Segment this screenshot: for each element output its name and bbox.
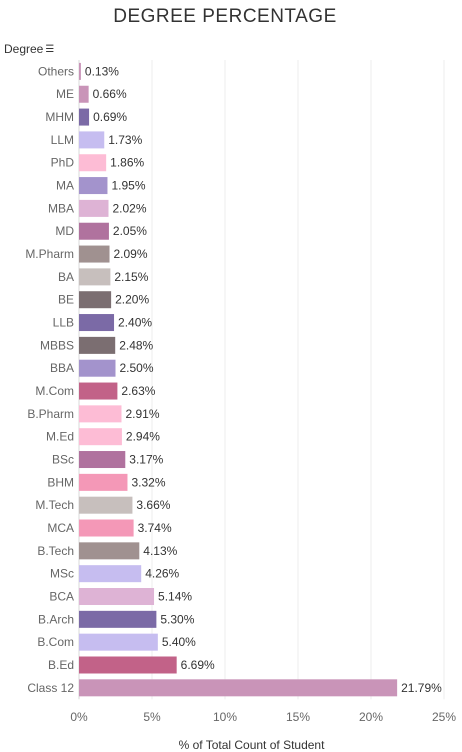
value-label: 5.14% (158, 590, 192, 604)
chart-title: DEGREE PERCENTAGE (113, 6, 337, 27)
value-label: 1.95% (111, 179, 145, 193)
value-label: 1.86% (110, 156, 144, 170)
category-label: BA (58, 270, 74, 284)
category-label: MSc (50, 567, 74, 581)
bar[interactable] (79, 62, 81, 80)
x-tick-label: 20% (359, 710, 383, 724)
category-label: MHM (45, 110, 74, 124)
bar[interactable] (79, 336, 116, 354)
bar[interactable] (79, 633, 158, 651)
category-label: B.Arch (38, 612, 74, 626)
bar[interactable] (79, 496, 133, 514)
value-label: 2.91% (125, 407, 159, 421)
value-label: 2.50% (120, 361, 154, 375)
category-label: BSc (52, 453, 74, 467)
sort-descending-icon[interactable]: ☰ (45, 44, 55, 55)
x-tick-label: 15% (286, 710, 310, 724)
value-label: 2.09% (114, 247, 148, 261)
bars (79, 62, 398, 697)
value-label: 3.32% (131, 475, 165, 489)
bar[interactable] (79, 268, 111, 286)
bar[interactable] (79, 85, 89, 103)
value-label: 2.63% (121, 384, 155, 398)
category-label: BE (58, 293, 74, 307)
x-tick-label: 5% (143, 710, 161, 724)
bar[interactable] (79, 405, 122, 423)
bar[interactable] (79, 382, 118, 400)
y-axis-header-label: Degree (4, 42, 44, 56)
category-label: MBA (48, 201, 74, 215)
bar[interactable] (79, 610, 157, 628)
value-label: 3.17% (129, 453, 163, 467)
bar[interactable] (79, 473, 128, 491)
category-label: MBBS (40, 338, 74, 352)
value-label: 1.73% (108, 133, 142, 147)
category-label: B.Ed (48, 658, 74, 672)
value-label: 2.05% (113, 224, 147, 238)
value-label: 5.40% (162, 635, 196, 649)
x-tick-label: 0% (70, 710, 88, 724)
bar[interactable] (79, 291, 112, 309)
value-label: 0.66% (93, 87, 127, 101)
bar[interactable] (79, 245, 110, 263)
category-label: Others (38, 64, 74, 78)
category-label: MA (56, 179, 74, 193)
bar[interactable] (79, 542, 140, 560)
category-label: M.Ed (46, 430, 74, 444)
labels: 0% 5% 10% 15% 20% 25% Others 0.13% ME 0.66% MHM 0.6… (25, 64, 456, 724)
category-label: MCA (47, 521, 74, 535)
category-label: B.Tech (37, 544, 74, 558)
category-label: BCA (49, 590, 74, 604)
bar[interactable] (79, 588, 155, 606)
bar[interactable] (79, 519, 134, 537)
category-label: LLM (51, 133, 74, 147)
bar[interactable] (79, 451, 126, 469)
bar[interactable] (79, 131, 105, 149)
category-label: M.Com (35, 384, 74, 398)
category-label: Class 12 (27, 681, 74, 695)
bar[interactable] (79, 428, 122, 446)
value-label: 6.69% (181, 658, 215, 672)
category-label: ME (56, 87, 74, 101)
value-label: 2.94% (126, 430, 160, 444)
category-label: PhD (51, 156, 75, 170)
value-label: 2.40% (118, 316, 152, 330)
bar[interactable] (79, 359, 116, 377)
value-label: 21.79% (401, 681, 442, 695)
category-label: M.Tech (35, 498, 74, 512)
value-label: 2.48% (119, 338, 153, 352)
bar[interactable] (79, 314, 115, 332)
bar[interactable] (79, 656, 177, 674)
category-label: LLB (53, 316, 74, 330)
value-label: 4.13% (143, 544, 177, 558)
bar[interactable] (79, 177, 108, 195)
bar[interactable] (79, 679, 398, 697)
x-tick-label: 10% (213, 710, 237, 724)
category-label: B.Pharm (27, 407, 74, 421)
value-label: 3.74% (138, 521, 172, 535)
x-tick-label: 25% (432, 710, 456, 724)
bar[interactable] (79, 199, 109, 217)
value-label: 0.69% (93, 110, 127, 124)
category-label: BHM (47, 475, 74, 489)
category-label: M.Pharm (25, 247, 74, 261)
value-label: 2.02% (112, 201, 146, 215)
value-label: 4.26% (145, 567, 179, 581)
bar[interactable] (79, 108, 90, 126)
bar[interactable] (79, 222, 109, 240)
value-label: 3.66% (136, 498, 170, 512)
value-label: 0.13% (85, 64, 119, 78)
bar[interactable] (79, 565, 142, 583)
category-label: MD (55, 224, 74, 238)
value-label: 5.30% (160, 612, 194, 626)
value-label: 2.15% (114, 270, 148, 284)
bar[interactable] (79, 154, 107, 172)
value-label: 2.20% (115, 293, 149, 307)
y-axis-header[interactable]: Degree ☰ (4, 42, 54, 56)
category-label: BBA (50, 361, 74, 375)
category-label: B.Com (37, 635, 74, 649)
x-axis-title: % of Total Count of Student (179, 738, 326, 752)
